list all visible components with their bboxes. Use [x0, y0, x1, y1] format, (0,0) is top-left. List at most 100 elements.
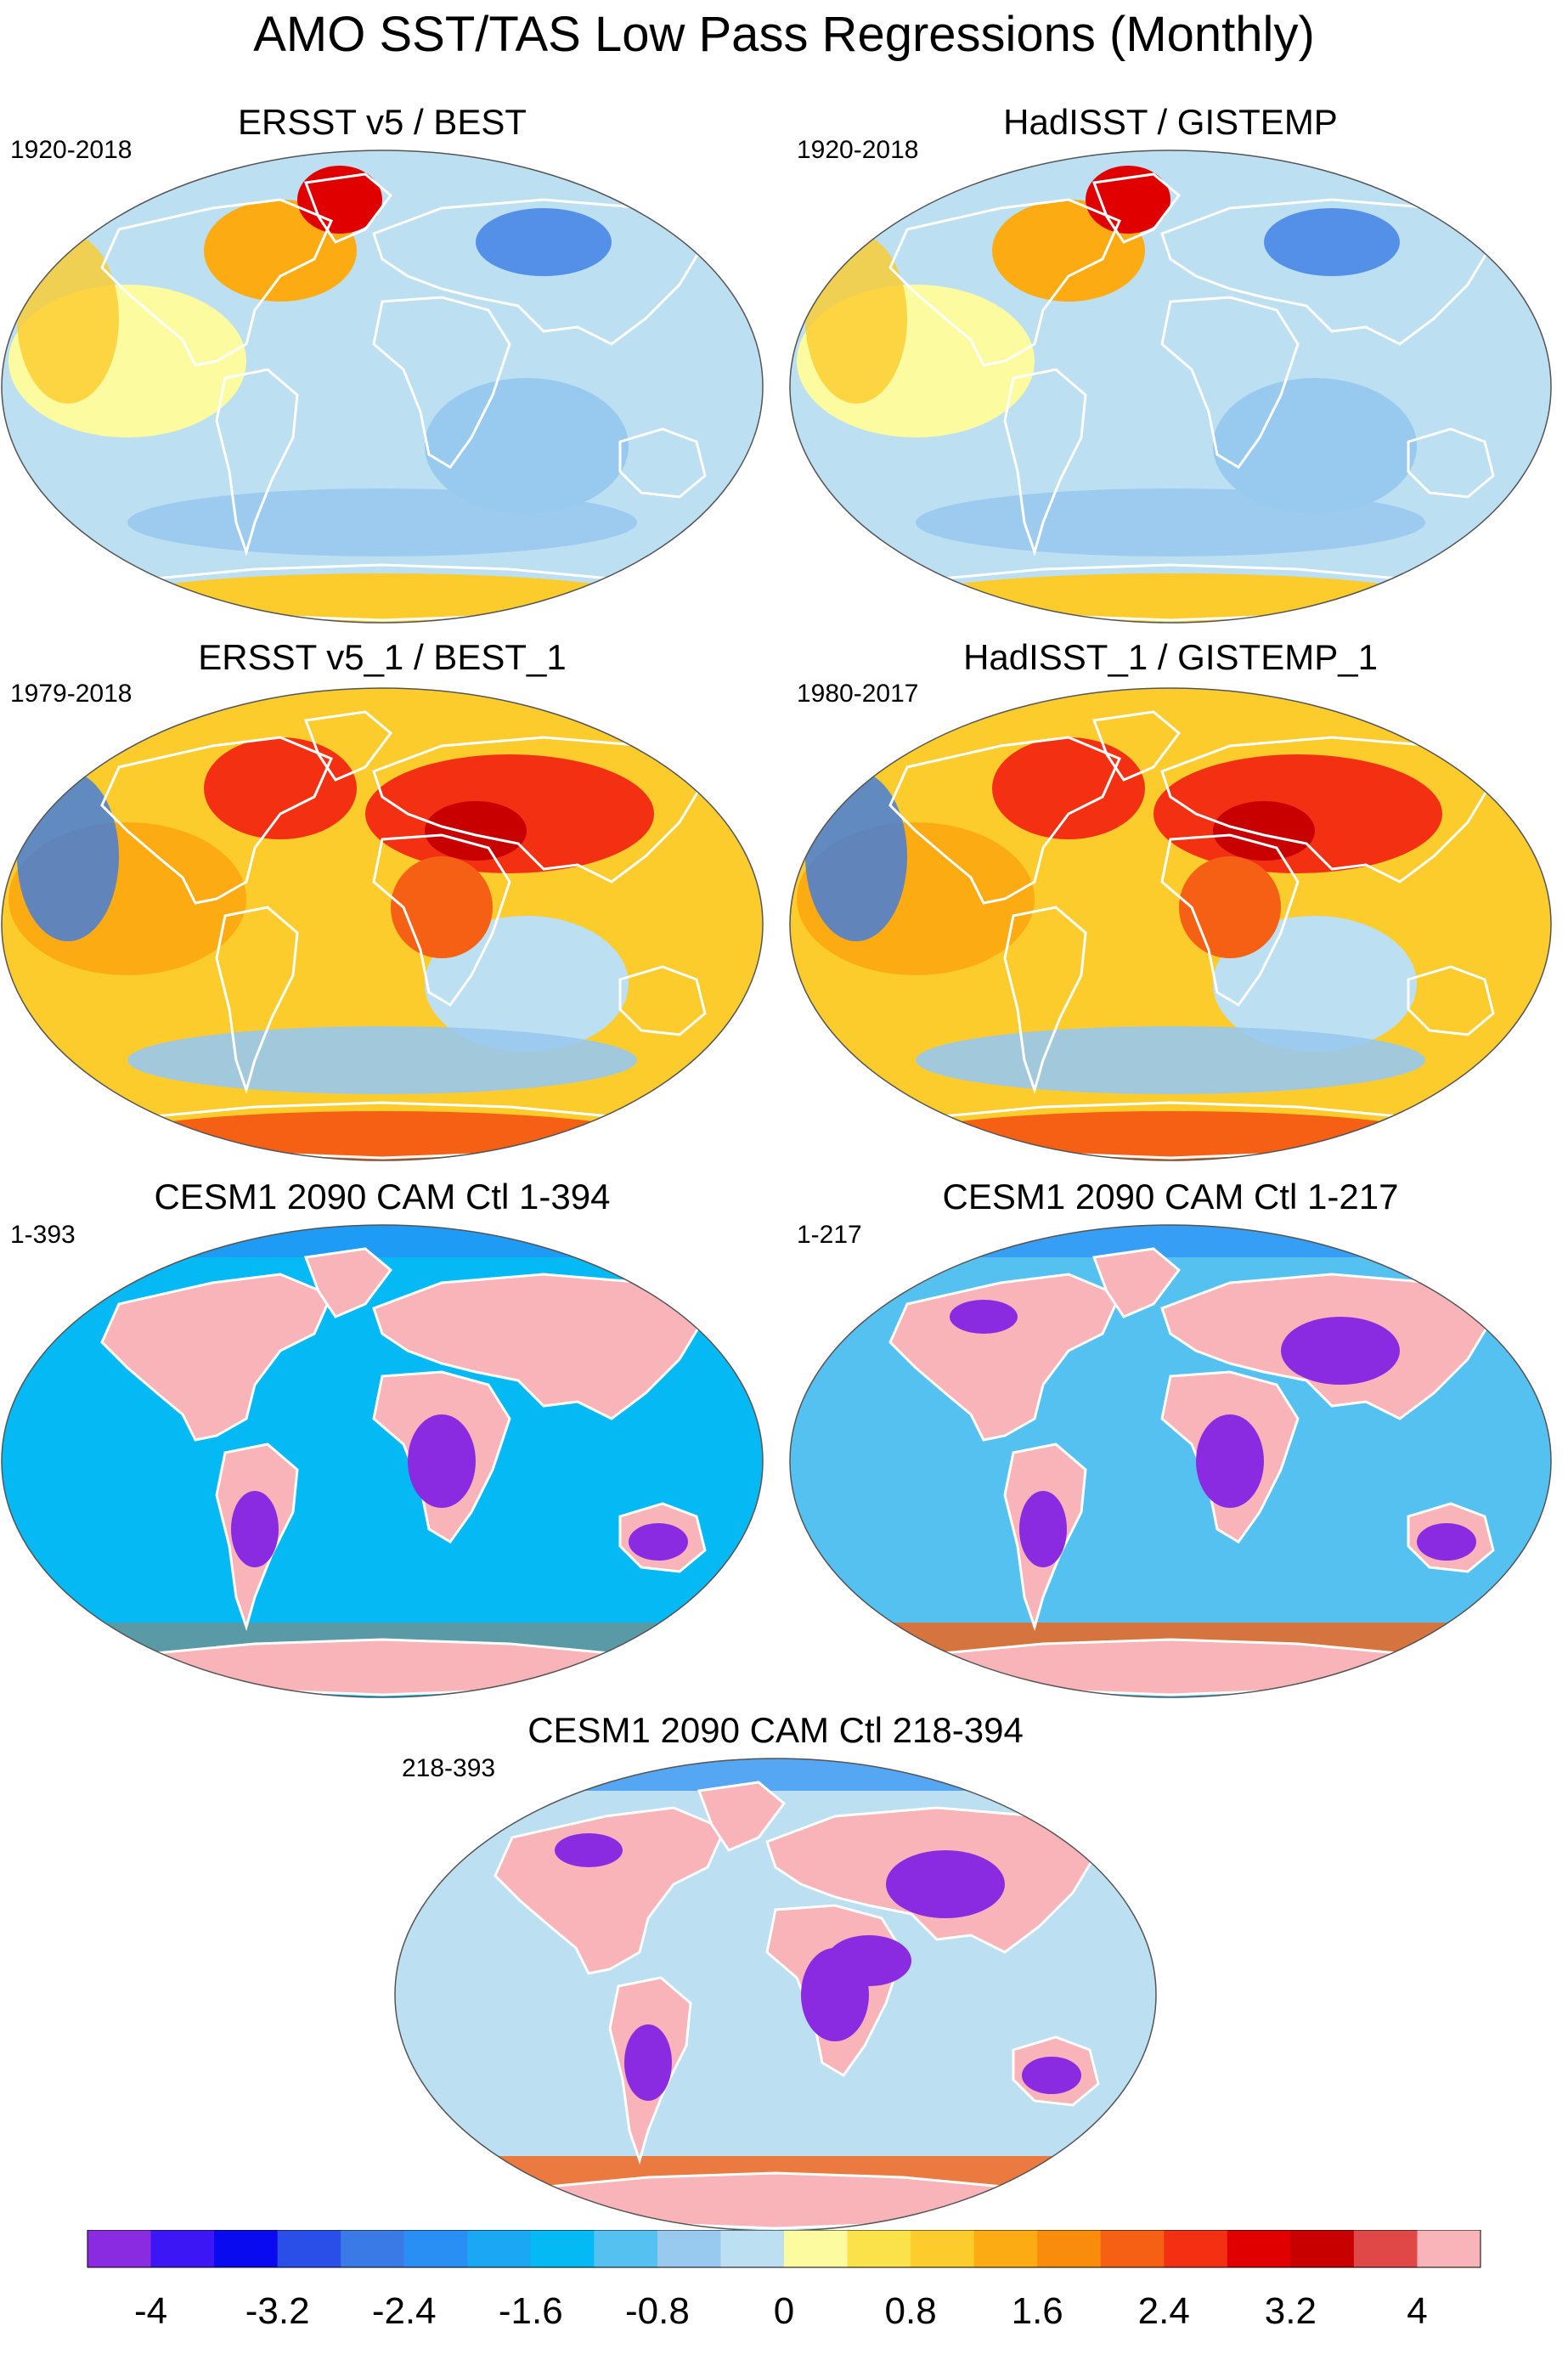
- negative-land-patch: [886, 1850, 1005, 1918]
- negative-land-patch: [408, 1414, 476, 1508]
- negative-land-patch: [1019, 1491, 1067, 1567]
- world-map: [394, 1758, 1157, 2232]
- anomaly-region: [102, 1111, 663, 1160]
- colorbar-swatch: [973, 2230, 1038, 2267]
- land-northAmerica: [100, 1273, 333, 1442]
- anomaly-region: [805, 771, 907, 941]
- colorbar-swatch: [1353, 2230, 1418, 2267]
- colorbar-tick-label: 4: [1407, 2290, 1427, 2332]
- negative-land-patch: [231, 1491, 279, 1567]
- panel-title: ERSST v5_1 / BEST_1: [198, 637, 567, 677]
- coastline-greenland: [1091, 710, 1182, 782]
- world-map: [1, 687, 764, 1161]
- colorbar-tick-label: -1.6: [499, 2290, 563, 2332]
- anomaly-region: [127, 1026, 637, 1094]
- anomaly-region: [425, 801, 527, 861]
- anomaly-region: [17, 771, 119, 941]
- colorbar-swatch: [1164, 2230, 1228, 2267]
- coastline-northAmerica: [100, 198, 333, 367]
- panel-period: 1-393: [10, 1221, 76, 1249]
- coastline-europeAsia: [1160, 736, 1496, 883]
- anomaly-region: [1179, 856, 1281, 958]
- map-panel: CESM1 2090 CAM Ctl 1-394 1-393: [0, 1177, 764, 1699]
- colorbar-swatch: [403, 2230, 468, 2267]
- negative-land-patch: [826, 1935, 911, 1986]
- map-panel: ERSST v5_1 / BEST_1 1979-2018: [0, 637, 764, 1162]
- coastline-southAmerica: [215, 906, 299, 1095]
- panel-period: 1-217: [797, 1221, 862, 1249]
- anomaly-region: [1213, 378, 1417, 514]
- colorbar-tick-label: -3.2: [245, 2290, 310, 2332]
- colorbar-frame: [87, 2230, 1481, 2268]
- world-map: [789, 1224, 1552, 1698]
- colorbar: -4 -3.2 -2.4 -1.6 -0.8 0 0.8 1.6 2.4 3.2 4: [87, 2230, 1481, 2332]
- colorbar-swatch: [1100, 2230, 1165, 2267]
- colorbar-swatch: [1290, 2230, 1355, 2267]
- colorbar-swatch: [594, 2230, 658, 2267]
- anomaly-region: [992, 737, 1145, 839]
- land-greenland: [697, 1781, 787, 1852]
- colorbar-swatch: [784, 2230, 849, 2267]
- map-border: [789, 150, 1552, 624]
- coastline-australia: [618, 427, 707, 499]
- colorbar-swatch: [530, 2230, 595, 2267]
- anomaly-region: [476, 208, 612, 276]
- world-map: [789, 150, 1552, 624]
- colorbar-swatch: [911, 2230, 975, 2267]
- coastline-australia: [618, 965, 707, 1036]
- coastline-australia: [1407, 965, 1495, 1036]
- land-greenland: [1091, 1247, 1182, 1318]
- colorbar-swatch: [657, 2230, 721, 2267]
- panel-period: 1920-2018: [797, 136, 919, 164]
- world-map: [1, 150, 764, 624]
- negative-land-patch: [629, 1523, 688, 1561]
- map-panel: ERSST v5 / BEST 1920-2018: [0, 102, 764, 624]
- colorbar-swatch: [720, 2230, 785, 2267]
- anomaly-region: [916, 1026, 1425, 1094]
- anomaly-region: [391, 856, 493, 958]
- world-map: [789, 687, 1552, 1161]
- colorbar-tick-label: -4: [134, 2290, 167, 2332]
- anomaly-region: [1213, 801, 1315, 861]
- anomaly-region: [890, 573, 1451, 623]
- colorbar-swatch: [341, 2230, 405, 2267]
- panel-period: 1980-2017: [797, 680, 919, 708]
- colorbar-swatch: [277, 2230, 341, 2267]
- land-greenland: [303, 1247, 393, 1318]
- anomaly-region: [805, 234, 907, 404]
- land-northAmerica: [494, 1806, 726, 1975]
- panel-period: 1920-2018: [10, 136, 133, 164]
- panel-title: CESM1 2090 CAM Ctl 1-217: [942, 1177, 1399, 1217]
- negative-land-patch: [1417, 1523, 1476, 1561]
- coastline-northAmerica: [888, 736, 1121, 905]
- colorbar-tick-label: 0: [774, 2290, 794, 2332]
- colorbar-tick-label: -0.8: [625, 2290, 690, 2332]
- anomaly-region: [425, 916, 629, 1052]
- world-map: [1, 1224, 764, 1698]
- coastline-northAmerica: [888, 198, 1121, 367]
- anomaly-region: [102, 573, 663, 623]
- negative-land-patch: [1196, 1414, 1264, 1508]
- anomaly-region: [127, 488, 637, 556]
- coastline-greenland: [303, 172, 393, 244]
- coastline-greenland: [303, 710, 393, 782]
- anomaly-region: [1264, 208, 1400, 276]
- map-border: [789, 1224, 1552, 1698]
- panel-title: HadISST_1 / GISTEMP_1: [963, 637, 1378, 677]
- coastline-africa: [1160, 833, 1300, 1007]
- colorbar-swatch: [847, 2230, 911, 2267]
- land-europeAsia: [372, 1273, 708, 1420]
- map-panel: HadISST / GISTEMP 1920-2018: [788, 102, 1553, 624]
- anomaly-region: [916, 488, 1425, 556]
- coastline-africa: [372, 296, 511, 469]
- colorbar-tick-label: 0.8: [885, 2290, 937, 2332]
- colorbar-swatch: [1417, 2230, 1481, 2267]
- colorbar-tick-label: 2.4: [1138, 2290, 1190, 2332]
- colorbar-swatch: [150, 2230, 215, 2267]
- arctic-band: [395, 1758, 1156, 1791]
- map-border: [1, 1224, 764, 1698]
- coastline-greenland: [1091, 172, 1182, 244]
- coastline-northAmerica: [100, 736, 333, 905]
- negative-land-patch: [624, 2024, 672, 2101]
- coastline-africa: [372, 833, 511, 1007]
